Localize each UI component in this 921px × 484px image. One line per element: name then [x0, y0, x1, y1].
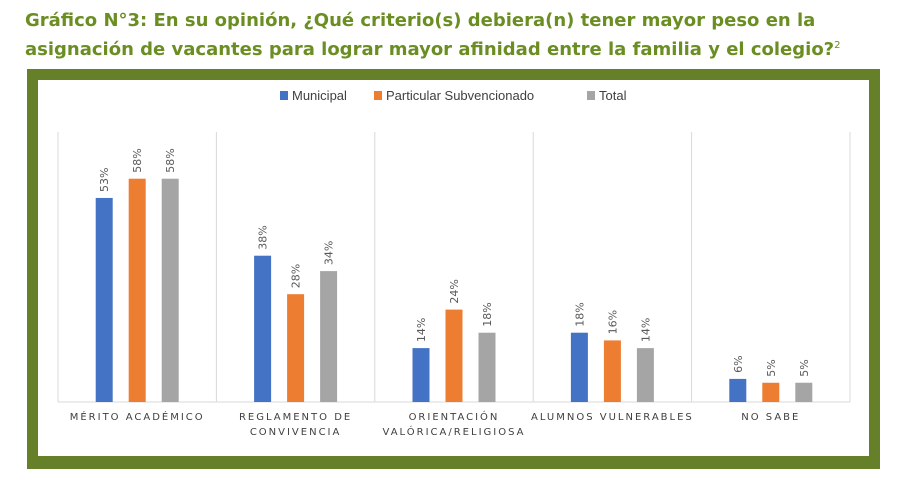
legend-swatch-1 — [374, 91, 382, 100]
chart-title-line2-text: asignación de vacantes para lograr mayor… — [25, 39, 835, 60]
category-label: MÉRITO ACADÉMICO — [70, 410, 205, 423]
data-label: 58% — [131, 148, 144, 172]
category-label: CONVIVENCIA — [250, 427, 342, 438]
category-label: ALUMNOS VULNERABLES — [531, 412, 694, 423]
bar — [729, 378, 747, 402]
bar — [570, 332, 588, 402]
bar — [412, 348, 430, 402]
data-label: 5% — [798, 359, 811, 376]
data-label: 24% — [448, 279, 461, 303]
data-label: 14% — [639, 318, 652, 342]
category-label: ORIENTACIÓN — [409, 410, 500, 423]
data-label: 14% — [415, 318, 428, 342]
bar — [95, 197, 113, 402]
bar — [320, 271, 338, 402]
legend-label-1: Particular Subvencionado — [386, 88, 534, 103]
bar — [795, 382, 813, 402]
chart-title: Gráfico N°3: En su opinión, ¿Qué criteri… — [25, 8, 905, 62]
data-label: 58% — [164, 148, 177, 172]
data-label: 18% — [481, 302, 494, 326]
category-label: NO SABE — [741, 412, 800, 423]
data-label: 5% — [765, 359, 778, 376]
data-label: 16% — [606, 310, 619, 334]
bar — [762, 382, 780, 402]
bar — [445, 309, 463, 402]
chart-title-line2: asignación de vacantes para lograr mayor… — [25, 33, 905, 62]
bar-chart: Municipal Particular Subvencionado Total 53… — [57, 88, 851, 438]
bar — [287, 294, 305, 402]
category-label: VALÓRICA/RELIGIOSA — [383, 425, 526, 438]
chart-title-line1: Gráfico N°3: En su opinión, ¿Qué criteri… — [25, 10, 816, 31]
bar — [636, 348, 654, 402]
data-label: 6% — [732, 355, 745, 372]
bar — [478, 332, 496, 402]
bar — [254, 255, 272, 402]
legend-label-2: Total — [599, 88, 627, 103]
legend-swatch-2 — [587, 91, 595, 100]
bar — [603, 340, 621, 402]
bar — [161, 178, 179, 402]
chart-area: Municipal Particular Subvencionado Total 53… — [38, 80, 869, 456]
data-label: 53% — [98, 167, 111, 191]
data-label: 34% — [323, 241, 336, 265]
data-label: 18% — [573, 302, 586, 326]
category-label: REGLAMENTO DE — [239, 412, 352, 423]
data-label: 38% — [257, 225, 270, 249]
bar — [128, 178, 146, 402]
footnote-mark: 2 — [834, 40, 841, 51]
legend-label-0: Municipal — [292, 88, 347, 103]
data-label: 28% — [290, 264, 303, 288]
legend-swatch-0 — [280, 91, 288, 100]
